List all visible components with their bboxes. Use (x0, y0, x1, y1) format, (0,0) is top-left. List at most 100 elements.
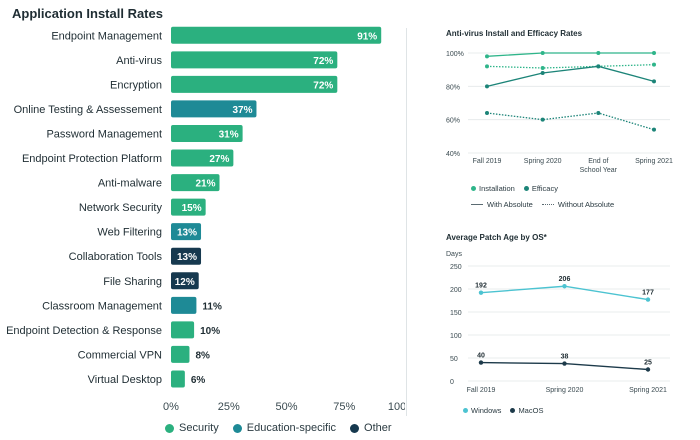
data-point (652, 62, 656, 67)
bar-chart-legend: Security Education-specific Other (165, 422, 406, 434)
bar (171, 198, 206, 216)
y-tick-label: 100% (446, 51, 464, 58)
legend-without-absolute-label: Without Absolute (557, 200, 615, 209)
data-point (652, 51, 656, 55)
bar-value-label: 31% (219, 129, 239, 140)
legend-windows: Windows (463, 406, 501, 415)
y-tick-label: 250 (450, 264, 462, 271)
data-point (478, 290, 484, 295)
efficacy-swatch (523, 186, 529, 191)
series-line (486, 112, 655, 131)
bar-value-label: 15% (182, 203, 202, 214)
series-line (480, 285, 649, 301)
data-point (485, 84, 489, 89)
bar-value-label: 13% (177, 228, 197, 239)
x-tick-label: Fall 2019 (467, 387, 496, 394)
bar (171, 370, 185, 388)
x-tick-label: Spring 2020 (524, 158, 562, 165)
category-label: Web Filtering (97, 227, 162, 239)
bar (171, 321, 195, 339)
y-tick-label: 60% (446, 118, 460, 125)
windows-swatch (463, 408, 468, 413)
data-label: 25 (644, 360, 652, 367)
series-line (486, 65, 655, 87)
install-rates-bar-chart: 0% 25% 50% 75% 100% Endpoint Management 91% Ant… (6, 26, 405, 413)
data-point (652, 79, 656, 84)
bar-value-label: 72% (313, 80, 333, 91)
bar-value-label: 12% (175, 277, 195, 288)
y-tick-label: 100 (450, 333, 462, 340)
legend-windows-label: Windows (471, 406, 502, 415)
antivirus-legend-series: Installation Efficacy (471, 184, 567, 193)
data-label: 206 (559, 276, 571, 283)
category-label: Online Testing & Assessement (14, 104, 162, 116)
data-point (645, 297, 651, 302)
category-label: File Sharing (103, 276, 162, 288)
data-point (596, 111, 601, 115)
data-point (652, 127, 656, 132)
y-tick-label: 80% (446, 84, 460, 91)
bar-value-label: 21% (195, 179, 215, 190)
bar (171, 247, 202, 265)
legend-without-absolute: Without Absolute (541, 200, 615, 209)
category-label: Virtual Desktop (88, 374, 162, 386)
bar (171, 149, 234, 167)
data-point (540, 117, 545, 122)
bar (171, 272, 199, 290)
data-label: 40 (477, 353, 485, 360)
y-tick-label: 0 (450, 379, 454, 386)
x-tick-label: 25% (218, 401, 240, 413)
data-point (485, 111, 489, 115)
bar-value-label: 11% (202, 301, 222, 312)
bar-value-label: 37% (232, 105, 252, 116)
y-tick-label: 40% (446, 151, 460, 158)
antivirus-chart-title: Anti-virus Install and Efficacy Rates (446, 29, 583, 38)
category-label: Anti-virus (116, 55, 162, 67)
bar-value-label: 27% (209, 154, 229, 165)
bar (171, 100, 257, 118)
solid-line-swatch (471, 204, 483, 205)
bar-value-label: 91% (357, 31, 377, 42)
series-line (486, 52, 654, 57)
legend-security-label: Security (179, 422, 219, 434)
bar-value-label: 6% (191, 375, 206, 386)
y-tick-label: 50 (450, 356, 458, 363)
bar (171, 51, 338, 69)
category-label: Password Management (46, 128, 162, 140)
data-point (485, 54, 489, 59)
bar (171, 345, 190, 363)
legend-installation-label: Installation (479, 184, 515, 193)
x-tick-label: 0% (163, 401, 179, 413)
data-point (645, 367, 651, 372)
data-point (596, 64, 601, 69)
y-axis-title: Days (446, 251, 462, 258)
data-point (485, 64, 489, 69)
x-tick-label: 75% (333, 401, 355, 413)
bar-value-label: 10% (200, 326, 220, 337)
legend-other: Other (350, 422, 392, 434)
legend-macos: MacOS (510, 406, 543, 415)
data-point (540, 66, 545, 70)
bar (171, 75, 338, 93)
data-point (478, 360, 484, 365)
patch-age-chart-title: Average Patch Age by OS* (446, 233, 547, 242)
data-point (596, 51, 601, 55)
category-label: Collaboration Tools (69, 251, 163, 263)
patch-age-legend: Windows MacOS (463, 406, 552, 415)
x-tick-label: School Year (580, 167, 618, 174)
category-label: Commercial VPN (78, 349, 162, 361)
panel-divider (406, 28, 407, 416)
security-swatch (165, 423, 174, 433)
bar (171, 174, 220, 192)
legend-education-label: Education-specific (246, 422, 337, 434)
installation-swatch (471, 186, 476, 191)
data-point (562, 361, 567, 366)
legend-other-label: Other (364, 422, 392, 434)
x-tick-label: Fall 2019 (473, 158, 502, 165)
x-tick-label: Spring 2020 (546, 387, 584, 394)
legend-macos-label: MacOS (518, 406, 544, 415)
bar-chart-title: Application Install Rates (12, 6, 163, 21)
series-line (480, 361, 649, 371)
x-tick-label: Spring 2021 (635, 158, 673, 165)
category-label: Endpoint Protection Platform (22, 153, 162, 165)
